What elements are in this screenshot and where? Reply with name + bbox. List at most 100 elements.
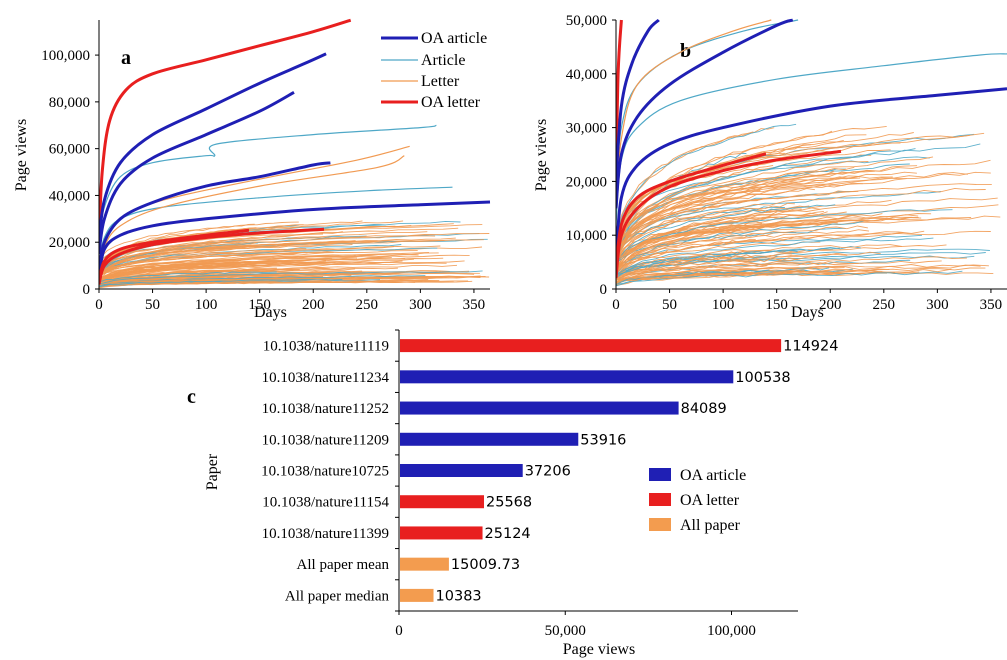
x-tick-label: 0 xyxy=(395,623,403,639)
bar-10-1038-nature11234 xyxy=(400,370,734,384)
panel-c-legend: OA article OA letter All paper xyxy=(649,467,746,534)
bar-10-1038-nature11252 xyxy=(400,401,679,415)
article-curve xyxy=(99,278,343,288)
panel-a-x-ticks: 0 50 100 150 200 250 300 350 xyxy=(95,289,485,313)
series-line-oa-letter xyxy=(99,227,325,285)
letter-curve xyxy=(99,251,430,280)
article-curve xyxy=(616,143,981,254)
panel-c-category-labels: 10.1038/nature11119 10.1038/nature11234 10… xyxy=(261,329,399,612)
letter-curve xyxy=(99,245,441,276)
article-curve xyxy=(616,247,840,278)
panel-c-x-ticks: 0 50,000 100,000 xyxy=(395,611,756,639)
letter-curve xyxy=(616,216,919,270)
article-curve xyxy=(616,209,953,265)
letter-curve xyxy=(99,237,456,269)
letter-curve xyxy=(616,175,893,243)
x-tick-label: 150 xyxy=(248,297,271,313)
series-line-article xyxy=(99,186,453,266)
panel-b-y-label: Page views xyxy=(533,119,550,191)
x-tick-label: 250 xyxy=(873,297,896,313)
panel-a-background-curves xyxy=(99,220,490,289)
x-tick-label: 100,000 xyxy=(707,623,756,639)
letter-curve xyxy=(616,213,883,271)
y-tick-label: 40,000 xyxy=(566,67,607,83)
y-tick-label: 100,000 xyxy=(41,48,90,64)
panel-b-label: b xyxy=(680,40,691,62)
x-tick-label: 0 xyxy=(612,297,620,313)
x-tick-label: 200 xyxy=(819,297,842,313)
category-label: 10.1038/nature11119 xyxy=(263,339,389,355)
data-label: 15009.73 xyxy=(451,557,520,573)
letter-curve xyxy=(99,261,328,282)
legend-label-letter: Letter xyxy=(421,73,460,90)
letter-curve xyxy=(616,257,814,284)
series-line-oa-article xyxy=(99,90,295,255)
article-curve xyxy=(616,237,934,276)
series-line-oa-letter xyxy=(616,149,842,279)
panel-b: b 0 10,000 20,000 30,000 40,000 50,000 0 50 100… xyxy=(533,13,1007,321)
letter-curve xyxy=(616,161,869,249)
x-tick-label: 50,000 xyxy=(545,623,586,639)
x-tick-label: 300 xyxy=(409,297,432,313)
letter-curve xyxy=(616,183,992,250)
x-tick-label: 50 xyxy=(662,297,677,313)
legend-label-all-paper: All paper xyxy=(680,517,741,534)
letter-curve xyxy=(616,208,802,268)
bar-10-1038-nature10725 xyxy=(400,464,523,477)
series-line-oa-article xyxy=(616,87,1007,263)
letter-curve xyxy=(616,131,754,235)
article-curve xyxy=(616,123,797,237)
category-label: 10.1038/nature10725 xyxy=(261,464,389,480)
data-label: 84089 xyxy=(681,401,727,417)
category-label: 10.1038/nature11252 xyxy=(262,401,389,417)
x-tick-label: 300 xyxy=(926,297,949,313)
article-curve xyxy=(616,156,930,232)
legend-label-oa-letter: OA letter xyxy=(421,94,481,111)
y-tick-label: 0 xyxy=(83,282,91,298)
letter-curve xyxy=(616,260,942,281)
panel-b-background-curves xyxy=(616,123,1001,287)
panel-c-value-labels: 114924 100538 84089 53916 37206 25568 25124 150… xyxy=(436,339,839,605)
y-tick-label: 0 xyxy=(600,282,608,298)
panel-a-label: a xyxy=(121,47,131,69)
letter-curve xyxy=(616,171,991,247)
y-tick-label: 20,000 xyxy=(49,235,90,251)
letter-curve xyxy=(616,159,991,259)
x-tick-label: 100 xyxy=(712,297,735,313)
letter-curve xyxy=(616,268,952,284)
letter-curve xyxy=(616,182,863,249)
letter-curve xyxy=(99,276,427,285)
data-label: 114924 xyxy=(783,339,838,355)
letter-curve xyxy=(616,216,912,261)
letter-curve xyxy=(99,260,295,277)
category-label: 10.1038/nature11234 xyxy=(262,370,390,386)
x-tick-label: 200 xyxy=(302,297,325,313)
article-curve xyxy=(99,270,483,285)
letter-curve xyxy=(616,258,798,278)
series-line-oa-article xyxy=(616,18,794,209)
series-line-oa-article xyxy=(99,52,327,243)
bar-10-1038-nature11209 xyxy=(400,432,579,446)
letter-curve xyxy=(616,190,761,261)
panel-a-y-label: Page views xyxy=(13,119,30,191)
legend-label-oa-article: OA article xyxy=(421,30,487,47)
bar-10-1038-nature11154 xyxy=(400,495,485,509)
letter-curve xyxy=(99,221,299,260)
series-line-article xyxy=(99,124,437,243)
letter-curve xyxy=(616,253,848,281)
legend-swatch-oa-article xyxy=(649,468,671,481)
panel-a: a 0 20,000 40,000 60,000 80,000 100,000 0 50 10… xyxy=(13,18,491,321)
panel-a-x-label: Days xyxy=(254,304,287,321)
panel-a-series xyxy=(99,18,491,285)
article-curve xyxy=(616,204,836,264)
article-curve xyxy=(99,271,277,283)
series-line-oa-article xyxy=(99,200,491,278)
legend-swatch-all-paper xyxy=(649,518,671,531)
y-tick-label: 30,000 xyxy=(566,121,607,137)
bar-10-1038-nature11119 xyxy=(400,339,782,353)
panel-a-legend: OA article Article Letter OA letter xyxy=(381,30,487,111)
panel-b-x-label: Days xyxy=(791,304,824,321)
y-tick-label: 50,000 xyxy=(566,13,607,29)
panel-c: c 10.1038/nature11119 10.1038/nature11234… xyxy=(187,329,839,658)
